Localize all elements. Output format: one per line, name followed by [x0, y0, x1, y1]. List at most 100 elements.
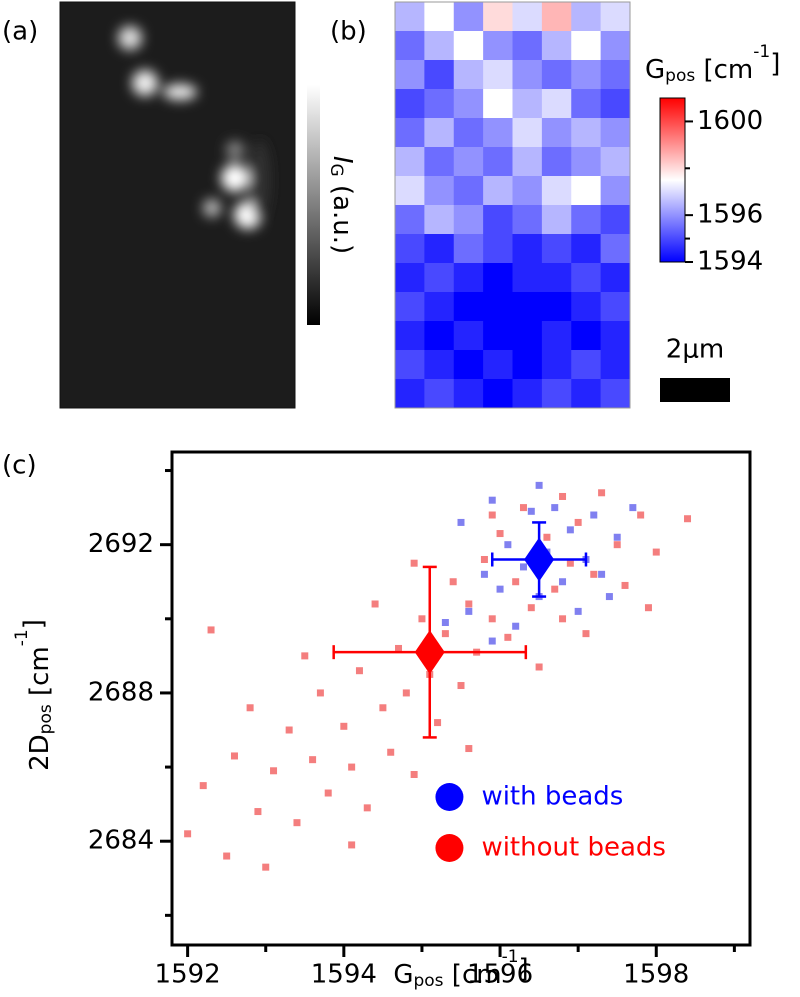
map-pixel — [600, 89, 631, 119]
map-pixel — [571, 89, 602, 119]
scatter-point — [504, 541, 512, 549]
legend-label: without beads — [481, 833, 666, 863]
scatter-point — [395, 644, 403, 652]
colorbar-label-part: [cm — [695, 55, 753, 85]
scatter-point — [574, 607, 582, 615]
map-pixel — [424, 205, 455, 235]
x-tick-label: 1598 — [623, 960, 689, 990]
map-pixel — [512, 205, 543, 235]
scale-bar — [660, 378, 730, 402]
legend-label: with beads — [481, 782, 623, 812]
map-pixel — [541, 2, 572, 32]
map-pixel — [395, 263, 425, 293]
map-pixel — [541, 350, 572, 380]
map-pixel — [541, 118, 572, 148]
map-pixel — [512, 176, 543, 206]
map-pixel — [600, 292, 631, 322]
x-axis-label: Gpos [cm-1] — [393, 947, 528, 991]
panel-a-image — [59, 1, 320, 409]
x-axis-label-part: pos — [413, 971, 443, 991]
y-axis-label: 2Dpos [cm-1] — [12, 619, 56, 771]
scatter-point — [199, 782, 207, 790]
map-pixel — [571, 321, 602, 351]
map-pixel — [512, 321, 543, 351]
panel-label: (a) — [2, 17, 38, 47]
y-axis-label-part: ] — [19, 619, 49, 629]
map-pixel — [512, 31, 543, 61]
map-pixel — [600, 118, 631, 148]
map-pixel — [512, 263, 543, 293]
scatter-point — [559, 578, 567, 586]
map-pixel — [512, 147, 543, 177]
scatter-point — [621, 581, 629, 589]
scatter-point — [605, 593, 613, 601]
map-pixel — [395, 205, 425, 235]
scatter-point — [652, 548, 660, 556]
map-pixel — [395, 60, 425, 90]
scatter-point — [418, 615, 426, 623]
map-pixel — [395, 379, 425, 409]
map-pixel — [483, 379, 513, 409]
map-pixel — [453, 147, 484, 177]
scatter-point — [684, 515, 692, 523]
map-pixel — [541, 60, 572, 90]
map-pixel — [541, 263, 572, 293]
map-pixel — [600, 379, 631, 409]
map-pixel — [395, 234, 425, 264]
scatter-point — [629, 504, 637, 512]
x-axis-label-part: [cm — [444, 960, 502, 990]
scatter-point — [410, 770, 418, 778]
scatter-point — [488, 511, 496, 519]
scatter-point — [590, 511, 598, 519]
map-pixel — [571, 292, 602, 322]
map-pixel — [424, 118, 455, 148]
map-pixel — [483, 350, 513, 380]
y-tick-label: 2692 — [88, 529, 154, 559]
scatter-point — [496, 530, 504, 538]
map-pixel — [483, 176, 513, 206]
map-pixel — [600, 205, 631, 235]
map-pixel — [453, 60, 484, 90]
map-pixel — [453, 89, 484, 119]
colorbar-label: IG (a.u.) — [326, 156, 358, 254]
map-pixel — [571, 234, 602, 264]
map-pixel — [424, 263, 455, 293]
colorbar-label-part: -1 — [753, 42, 770, 62]
scatter-point — [371, 600, 379, 608]
scatter-point — [543, 533, 551, 541]
map-pixel — [453, 205, 484, 235]
map-pixel — [512, 89, 543, 119]
scatter-point — [207, 626, 215, 634]
scatter-point — [293, 819, 301, 827]
map-pixel — [424, 350, 455, 380]
map-pixel — [541, 89, 572, 119]
scatter-point — [512, 578, 520, 586]
map-pixel — [395, 350, 425, 380]
scatter-point — [613, 533, 621, 541]
colorbar-gray — [307, 85, 320, 325]
map-pixel — [512, 234, 543, 264]
scatter-point — [223, 852, 231, 860]
scatter-point — [316, 689, 324, 697]
mean-marker — [524, 537, 555, 582]
map-pixel — [453, 31, 484, 61]
scatter-point — [480, 555, 488, 563]
map-pixel — [453, 350, 484, 380]
scatter-point — [355, 667, 363, 675]
colorbar-tick-label: 1596 — [697, 200, 763, 230]
mean-marker — [414, 630, 445, 675]
map-pixel — [395, 89, 425, 119]
y-axis-label-part: [cm — [25, 646, 55, 704]
map-pixel — [395, 176, 425, 206]
map-pixel — [424, 292, 455, 322]
colorbar-label-part: I — [328, 156, 358, 164]
map-pixel — [600, 31, 631, 61]
map-pixel — [483, 234, 513, 264]
scatter-point — [363, 804, 371, 812]
map-pixel — [512, 292, 543, 322]
map-pixel — [571, 31, 602, 61]
scatter-point — [574, 518, 582, 526]
map-pixel — [453, 234, 484, 264]
scatter-point — [348, 841, 356, 849]
